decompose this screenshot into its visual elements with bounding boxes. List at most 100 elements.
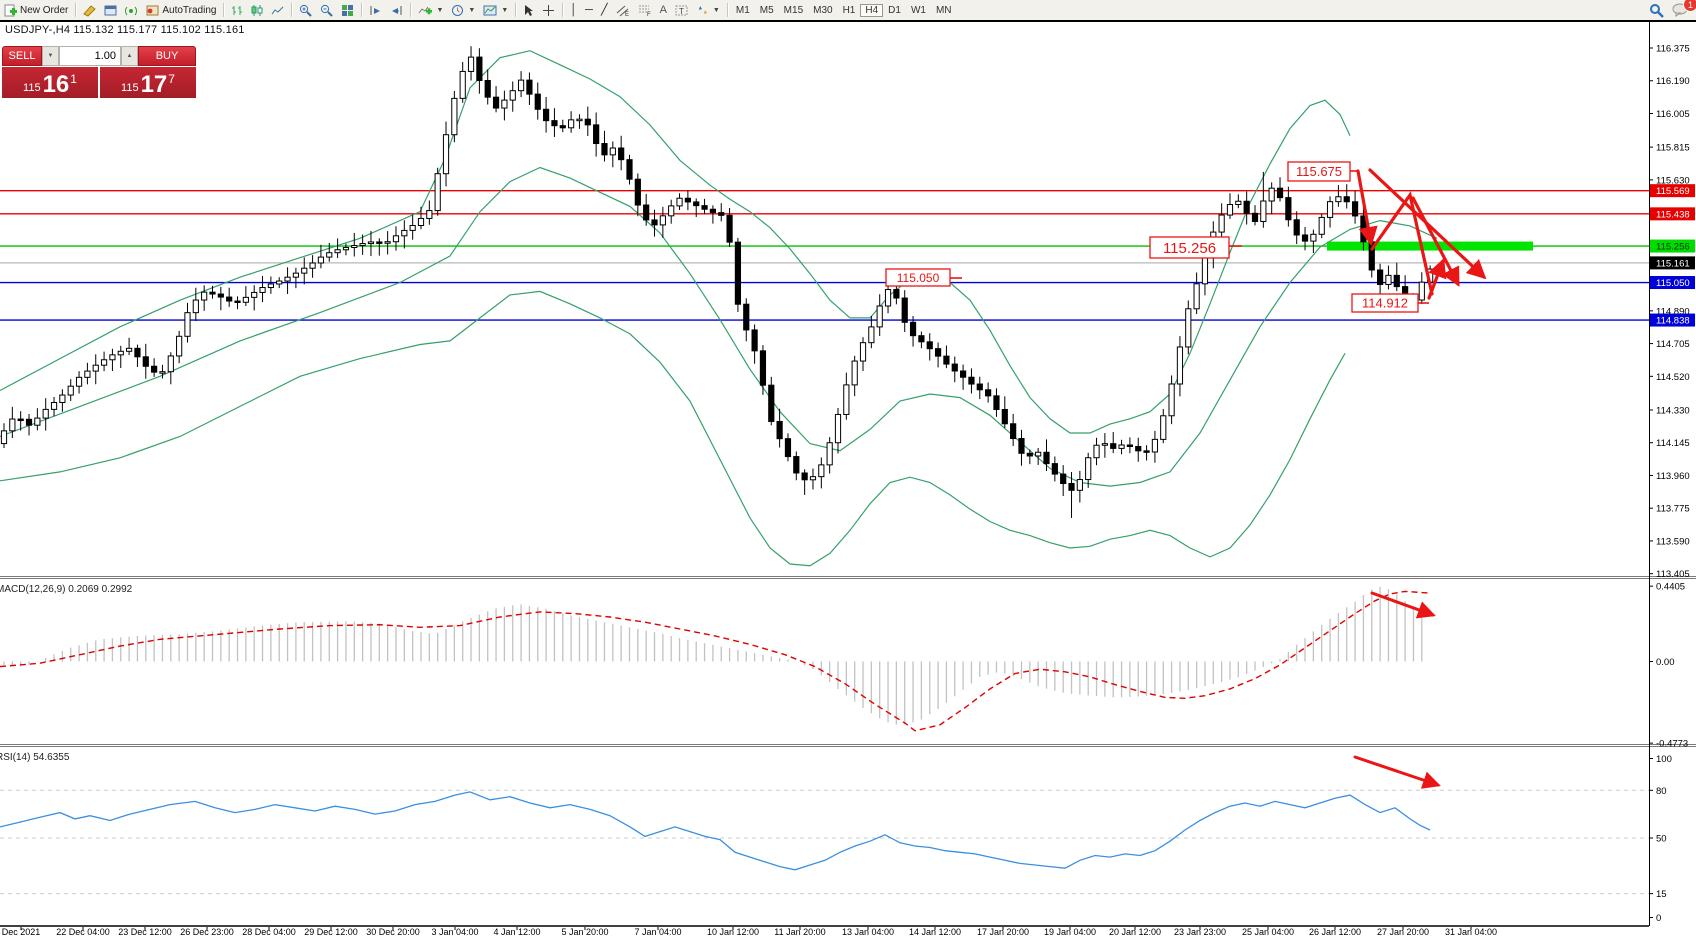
time-label[interactable]: 14 Jan 12:00 (909, 927, 961, 937)
trend-arrow[interactable] (1370, 191, 1434, 296)
candle-body (1126, 444, 1134, 448)
tf-h4-button-active[interactable]: H4 (860, 3, 884, 17)
trendline-tool[interactable]: ╱ (597, 1, 612, 19)
price-tick-label: 115.630 (1656, 175, 1690, 186)
annotation-label-text[interactable]: 114.912 (1362, 296, 1408, 311)
search-button[interactable] (1645, 1, 1668, 19)
volume-down-button[interactable]: ▼ (42, 46, 59, 66)
new-order-button[interactable]: New Order (0, 1, 72, 19)
time-label[interactable]: 3 Jan 04:00 (431, 927, 478, 937)
time-label[interactable]: 13 Jan 04:00 (842, 927, 894, 937)
bar-chart-button[interactable] (227, 1, 247, 19)
time-label[interactable]: 7 Jan 04:00 (634, 927, 681, 937)
shapes-icon (698, 5, 707, 14)
vertical-line-tool[interactable]: │ (566, 1, 581, 19)
candle-body (159, 371, 166, 374)
tf-m1-button[interactable]: M1 (735, 4, 750, 16)
periods-button[interactable]: ▼ (447, 1, 479, 19)
tf-m5-button[interactable]: M5 (759, 4, 774, 16)
text-label-tool[interactable]: T (671, 1, 692, 19)
chart-shift-button[interactable] (386, 1, 407, 19)
candle-body (1218, 214, 1225, 233)
candle-body (359, 243, 366, 247)
tf-d1-button[interactable]: D1 (888, 4, 901, 16)
zoom-out-button[interactable] (316, 1, 337, 19)
time-label[interactable]: 20 Jan 12:00 (1109, 927, 1161, 937)
volume-input[interactable]: 1.00 (59, 46, 121, 66)
time-label[interactable]: 4 Jan 12:00 (493, 927, 540, 937)
tf-w1-button[interactable]: W1 (910, 4, 926, 16)
zoom-in-button[interactable] (295, 1, 316, 19)
tile-windows-button[interactable] (337, 1, 358, 19)
tf-m30-button[interactable]: M30 (813, 4, 833, 16)
time-label[interactable]: 31 Jan 04:00 (1445, 927, 1497, 937)
candle-body (67, 385, 74, 396)
candle-body (1035, 451, 1042, 457)
trend-arrow[interactable] (1411, 196, 1460, 287)
autotrading-button[interactable]: AutoTrading (142, 1, 220, 19)
tf-h1-button[interactable]: H1 (842, 4, 856, 16)
time-label[interactable]: 23 Dec 12:00 (118, 927, 172, 937)
auto-scroll-button[interactable] (365, 1, 386, 19)
separator (223, 3, 225, 17)
time-label[interactable]: 29 Dec 12:00 (304, 927, 358, 937)
time-label[interactable]: 22 Dec 04:00 (56, 927, 110, 937)
buy-button[interactable]: BUY (138, 46, 196, 66)
time-label[interactable]: 19 Jan 04:00 (1044, 927, 1096, 937)
candle-body (484, 79, 491, 98)
macd-arrow[interactable] (1370, 591, 1436, 619)
annotation-label-text[interactable]: 115.675 (1296, 164, 1342, 179)
candle-body (909, 321, 917, 337)
time-label[interactable]: 30 Dec 20:00 (366, 927, 420, 937)
time-label[interactable]: 5 Jan 20:00 (561, 927, 608, 937)
time-label[interactable]: 26 Jan 12:00 (1309, 927, 1361, 937)
text-tool[interactable]: A (656, 1, 671, 19)
candle-body (934, 348, 942, 357)
crosshair-tool-button[interactable] (538, 1, 559, 19)
notifications-button[interactable]: 1 (1668, 0, 1696, 19)
trend-arrow[interactable] (1356, 169, 1378, 247)
channel-tool[interactable]: E (612, 1, 634, 19)
annotation-label-text[interactable]: 115.256 (1163, 240, 1216, 257)
candle-body (859, 342, 867, 362)
time-label[interactable]: 10 Jan 12:00 (707, 927, 759, 937)
trend-arrow[interactable] (1427, 258, 1447, 300)
sell-button[interactable]: SELL (2, 46, 42, 66)
bid-price-display[interactable]: 115 16 1 (2, 67, 100, 98)
time-label[interactable]: 23 Jan 23:00 (1174, 927, 1226, 937)
time-label[interactable]: 26 Dec 23:00 (180, 927, 234, 937)
indicators-button[interactable]: ▼ (414, 1, 447, 19)
time-label[interactable]: 25 Jan 04:00 (1242, 927, 1294, 937)
candle-body (217, 293, 224, 298)
volume-up-button[interactable]: ▲ (121, 46, 138, 66)
price-badge-115.438 (1650, 207, 1695, 221)
time-label[interactable]: 17 Jan 20:00 (977, 927, 1029, 937)
arrows-tool[interactable]: ▼ (692, 1, 724, 19)
annotation-label-text[interactable]: 115.050 (897, 271, 940, 285)
cursor-tool-button[interactable] (519, 1, 538, 19)
time-label[interactable]: Dec 2021 (2, 927, 41, 937)
rsi-arrow[interactable] (1353, 755, 1441, 789)
signals-button[interactable] (121, 1, 142, 19)
macd-tick-label: 0.4405 (1656, 582, 1685, 593)
candle-body (301, 267, 308, 274)
candle-body (334, 249, 341, 254)
candle-body (1318, 216, 1325, 235)
charts-window-button[interactable] (100, 1, 121, 19)
fibonacci-tool[interactable]: F (634, 1, 656, 19)
horizontal-line-tool[interactable]: ─ (581, 1, 597, 19)
green-zone-rectangle[interactable] (1327, 241, 1533, 251)
candle-body (234, 300, 241, 304)
time-label[interactable]: 28 Dec 04:00 (242, 927, 296, 937)
ask-price-display[interactable]: 115 17 7 (100, 67, 196, 98)
marketwatch-button[interactable] (79, 1, 100, 19)
line-chart-button[interactable] (267, 1, 288, 19)
templates-button[interactable]: ▼ (479, 1, 512, 19)
annotation-label-box[interactable] (1149, 236, 1230, 259)
candle-body (251, 291, 258, 298)
tf-mn-button[interactable]: MN (935, 4, 952, 16)
time-label[interactable]: 11 Jan 20:00 (774, 927, 825, 937)
time-label[interactable]: 27 Jan 20:00 (1377, 927, 1429, 937)
candlestick-button[interactable] (247, 1, 267, 19)
tf-m15-button[interactable]: M15 (783, 4, 804, 16)
